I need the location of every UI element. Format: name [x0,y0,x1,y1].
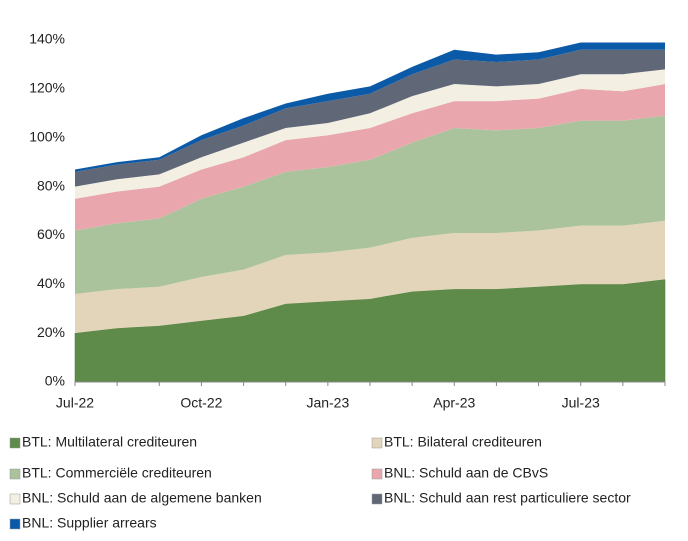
legend-swatch [9,437,21,449]
y-tick-label: 60% [37,226,65,242]
legend-swatch [9,518,21,530]
area [75,220,665,334]
x-tick-label: Apr-23 [433,395,475,411]
legend-label: BNL: Supplier arrears [22,515,157,531]
legend-swatch [9,493,21,505]
legend-label: BTL: Commerciële crediteuren [22,465,212,481]
x-tick-label: Oct-22 [180,395,222,411]
area [75,69,665,199]
y-tick-label: 40% [37,275,65,291]
legend-label: BTL: Bilateral crediteuren [384,434,542,450]
x-tick-label: Jul-22 [56,395,94,411]
y-tick-label: 20% [37,324,65,340]
y-tick-label: 120% [29,80,65,96]
x-tick-label: Jul-23 [562,395,600,411]
legend-swatch [371,437,383,449]
legend-swatch [371,493,383,505]
legend-swatch [9,468,21,480]
area [75,115,665,295]
area [75,49,665,187]
legend-label: BNL: Schuld aan de CBvS [384,465,548,481]
y-tick-label: 100% [29,128,65,144]
legend-swatch [371,468,383,480]
x-tick-label: Jan-23 [306,395,349,411]
y-tick-label: 140% [29,31,65,47]
y-tick-label: 80% [37,177,65,193]
area [75,83,665,231]
y-tick-label: 0% [45,373,65,389]
legend-label: BNL: Schuld aan rest particuliere sector [384,490,631,506]
legend-label: BNL: Schuld aan de algemene banken [22,490,262,506]
legend-label: BTL: Multilateral crediteuren [22,434,197,450]
